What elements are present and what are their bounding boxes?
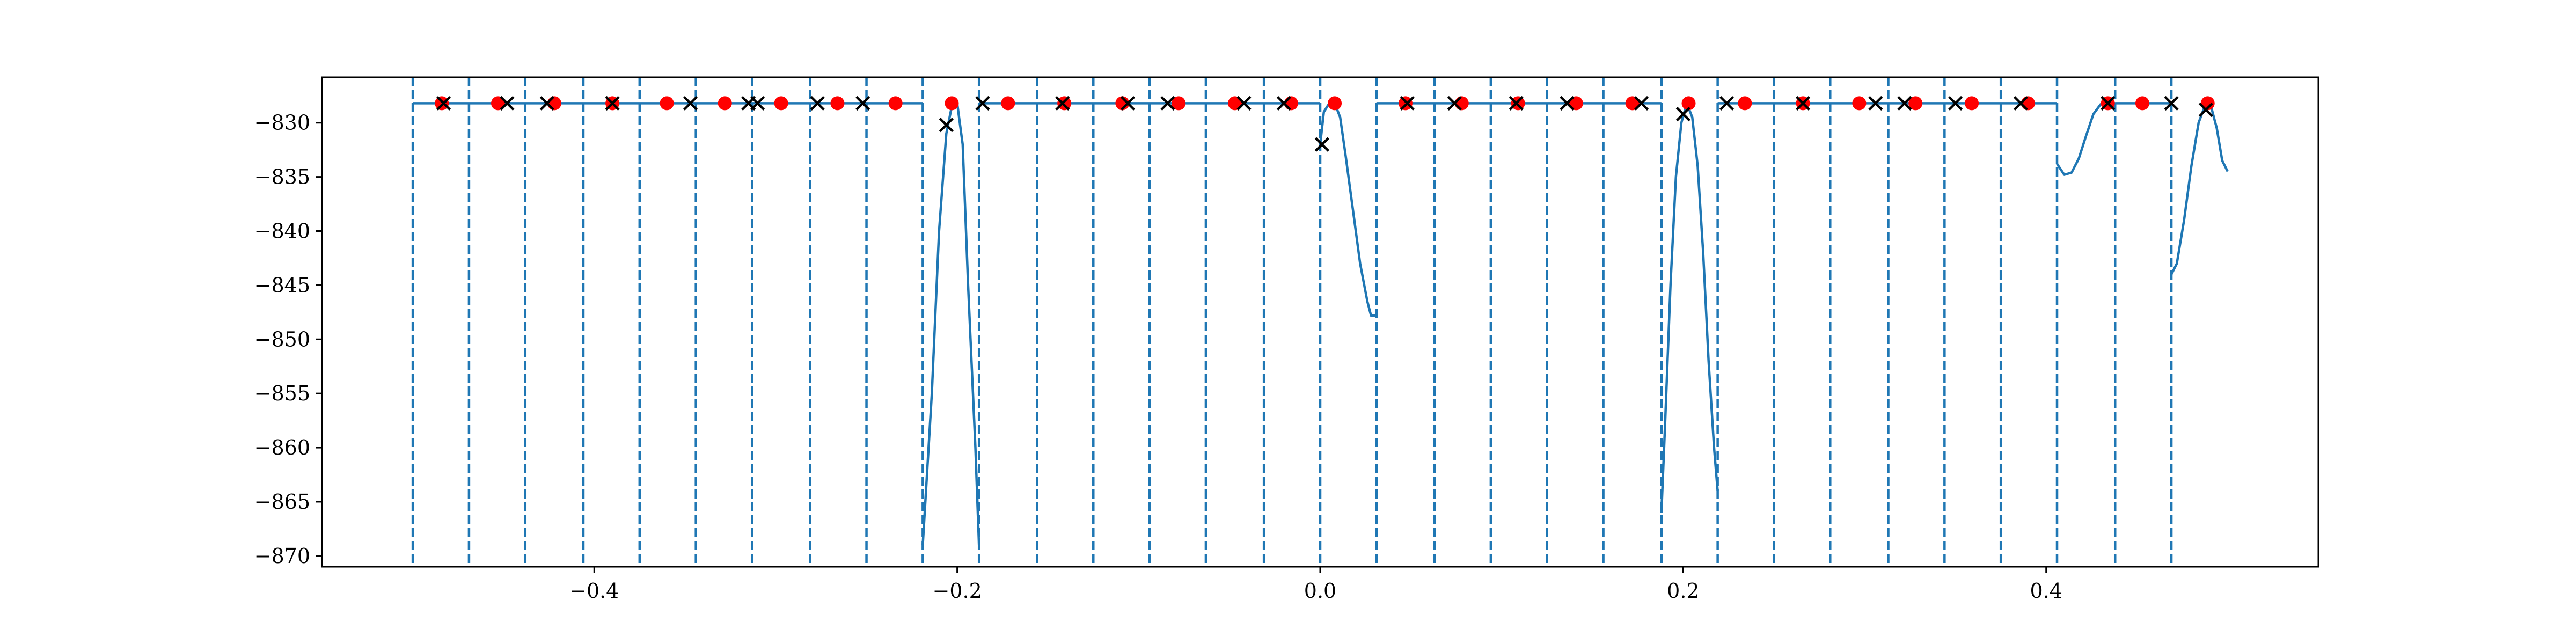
red-dot-marker <box>1001 96 1015 111</box>
red-dot-marker <box>1965 96 1979 111</box>
black-cross-marker <box>1120 96 1136 111</box>
red-dot-marker <box>1057 96 1072 111</box>
black-cross-marker <box>2198 102 2213 118</box>
black-cross-marker <box>1447 96 1462 111</box>
black-cross-marker <box>500 96 515 111</box>
x-tick-label: −0.2 <box>932 579 982 603</box>
red-dot-marker <box>660 96 674 111</box>
y-tick-label: −845 <box>254 273 310 297</box>
black-cross-marker <box>1560 96 1575 111</box>
x-tick-label: 0.2 <box>1667 579 1699 603</box>
red-dot-marker <box>945 96 959 111</box>
black-cross-marker <box>750 96 765 111</box>
series-line-segment <box>1660 102 1719 513</box>
black-cross-marker <box>1719 96 1735 111</box>
red-dot-marker <box>1398 96 1413 111</box>
black-cross-marker <box>1795 96 1811 111</box>
black-cross-marker <box>975 96 990 111</box>
black-cross-marker <box>1314 137 1329 152</box>
black-cross-marker <box>1400 96 1415 111</box>
red-dot-marker <box>1228 96 1242 111</box>
y-tick-label: −830 <box>254 111 310 135</box>
red-dot-marker <box>888 96 903 111</box>
y-tick-label: −870 <box>254 544 310 568</box>
black-cross-marker <box>1509 96 1524 111</box>
y-tick-label: −840 <box>254 219 310 243</box>
red-dot-marker <box>1625 96 1640 111</box>
red-dot-marker <box>718 96 732 111</box>
red-dot-marker <box>1681 96 1696 111</box>
y-tick-label: −835 <box>254 165 310 189</box>
black-cross-marker <box>939 118 954 133</box>
red-dot-marker <box>547 96 561 111</box>
black-cross-marker <box>2101 96 2116 111</box>
black-cross-marker <box>1055 96 1070 111</box>
black-cross-marker <box>855 96 870 111</box>
black-cross-marker <box>1276 96 1291 111</box>
black-cross-marker <box>2013 96 2028 111</box>
red-dot-marker <box>1852 96 1867 111</box>
red-dot-marker <box>1511 96 1525 111</box>
black-cross-marker <box>2164 96 2179 111</box>
red-dot-marker <box>1172 96 1186 111</box>
red-dot-marker <box>1738 96 1752 111</box>
y-tick-label: −850 <box>254 327 310 351</box>
black-cross-markers <box>436 96 2213 152</box>
black-cross-marker <box>1675 107 1690 122</box>
black-cross-marker <box>1634 96 1649 111</box>
black-cross-marker <box>1868 96 1883 111</box>
x-tick-label: 0.4 <box>2030 579 2062 603</box>
y-tick-label: −855 <box>254 382 310 405</box>
red-dot-marker <box>2135 96 2149 111</box>
red-dot-marker <box>1908 96 1923 111</box>
y-tick-label: −860 <box>254 436 310 459</box>
red-dot-marker <box>1328 96 1342 111</box>
red-dot-marker <box>830 96 845 111</box>
y-tick-label: −865 <box>254 490 310 514</box>
black-cross-marker <box>683 96 698 111</box>
red-dot-marker <box>491 96 506 111</box>
black-cross-marker <box>810 96 825 111</box>
red-dot-marker <box>1454 96 1469 111</box>
black-cross-marker <box>436 96 451 111</box>
red-dot-marker <box>2021 96 2035 111</box>
red-dot-marker <box>1569 96 1583 111</box>
black-cross-marker <box>1897 96 1912 111</box>
x-axis-ticks: −0.4 −0.2 0.0 0.2 0.4 <box>569 567 2062 603</box>
red-dot-marker <box>1284 96 1298 111</box>
x-tick-label: −0.4 <box>569 579 619 603</box>
red-dot-marker <box>435 96 449 111</box>
red-dot-marker <box>774 96 788 111</box>
black-cross-marker <box>539 96 554 111</box>
y-axis-ticks: −830 −835 −840 −845 −850 −855 −860 −865 −870 <box>254 111 322 568</box>
black-cross-marker <box>1160 96 1175 111</box>
black-cross-marker <box>1236 96 1252 111</box>
black-cross-marker <box>1948 96 1963 111</box>
series-line-segment <box>1319 102 1377 317</box>
x-tick-label: 0.0 <box>1304 579 1336 603</box>
black-cross-marker <box>605 96 620 111</box>
